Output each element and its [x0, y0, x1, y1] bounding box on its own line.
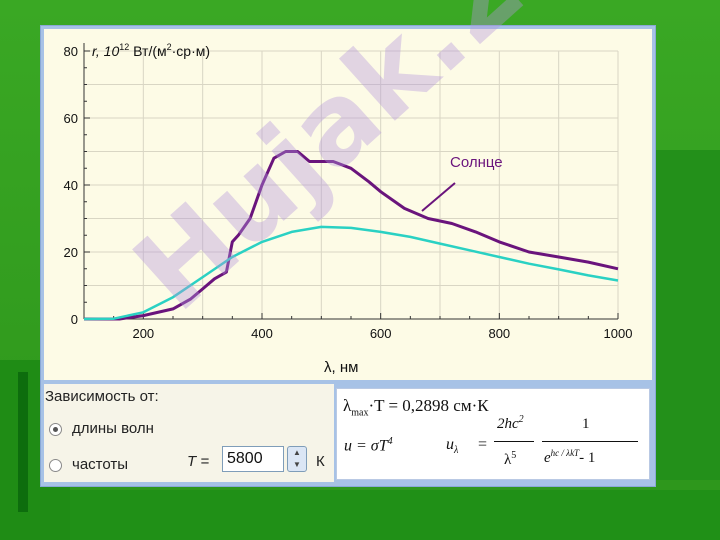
planck-numerator-2: 1: [582, 416, 590, 432]
temperature-label: T =: [187, 453, 210, 470]
radio-wavelength-label[interactable]: длины волн: [72, 420, 154, 437]
annotation-label: Солнце: [450, 154, 503, 171]
wien-law: λmax·T = 0,2898 см·К: [343, 396, 489, 419]
planck-numerator: 2hc2: [497, 414, 524, 432]
spinner-down-icon[interactable]: ▼: [293, 460, 301, 469]
y-tick-label: 0: [71, 312, 78, 327]
temperature-spinner[interactable]: ▲ ▼: [287, 446, 307, 472]
annotation-pointer: [421, 182, 456, 212]
y-tick-label: 20: [64, 245, 78, 260]
planck-denominator-2: ehc / λkT- 1: [544, 448, 596, 466]
controls-panel: [44, 384, 334, 482]
axes: [83, 43, 619, 320]
y-tick-label: 40: [64, 178, 78, 193]
spinner-up-icon[interactable]: ▲: [293, 448, 301, 457]
planck-equals: =: [478, 436, 488, 453]
x-tick-label: 400: [251, 326, 273, 341]
plot-area: [44, 29, 652, 380]
fraction-bar: [494, 441, 534, 442]
radio-frequency[interactable]: [49, 459, 62, 472]
planck-lhs: uλ: [446, 436, 459, 457]
dependence-label: Зависимость от:: [45, 388, 159, 405]
stefan-boltzmann-law: u = σT4: [344, 436, 393, 455]
grid: [84, 50, 619, 319]
slide-decor-block: [70, 490, 720, 540]
formula-panel: [336, 388, 650, 480]
series-group: [83, 150, 619, 321]
tick-labels: 200 400 600 800 1000 0 20 40 60 80: [64, 44, 633, 341]
temperature-input[interactable]: [222, 446, 284, 472]
x-tick-label: 600: [370, 326, 392, 341]
x-tick-label: 800: [488, 326, 510, 341]
temperature-unit: К: [316, 453, 325, 470]
y-tick-label: 80: [64, 44, 78, 59]
spectrum-chart: 200 400 600 800 1000 0 20 40 60 80 r, 1012 Вт/(м2…: [64, 42, 633, 376]
slide-decor-block: [655, 150, 720, 480]
slide-decor-bar: [18, 372, 28, 512]
x-axis-label: λ, нм: [324, 359, 358, 376]
planck-denominator: λ5: [504, 450, 517, 468]
radio-frequency-label[interactable]: частоты: [72, 456, 129, 473]
y-tick-label: 60: [64, 111, 78, 126]
x-tick-label: 200: [132, 326, 154, 341]
radio-wavelength[interactable]: [49, 423, 62, 436]
y-axis-label: r, 1012 Вт/(м2·ср·м): [92, 42, 210, 59]
series-blackbody-line: [83, 225, 619, 321]
fraction-bar-2: [542, 441, 638, 442]
series-sun-line: [84, 150, 619, 321]
x-tick-label: 1000: [604, 326, 633, 341]
